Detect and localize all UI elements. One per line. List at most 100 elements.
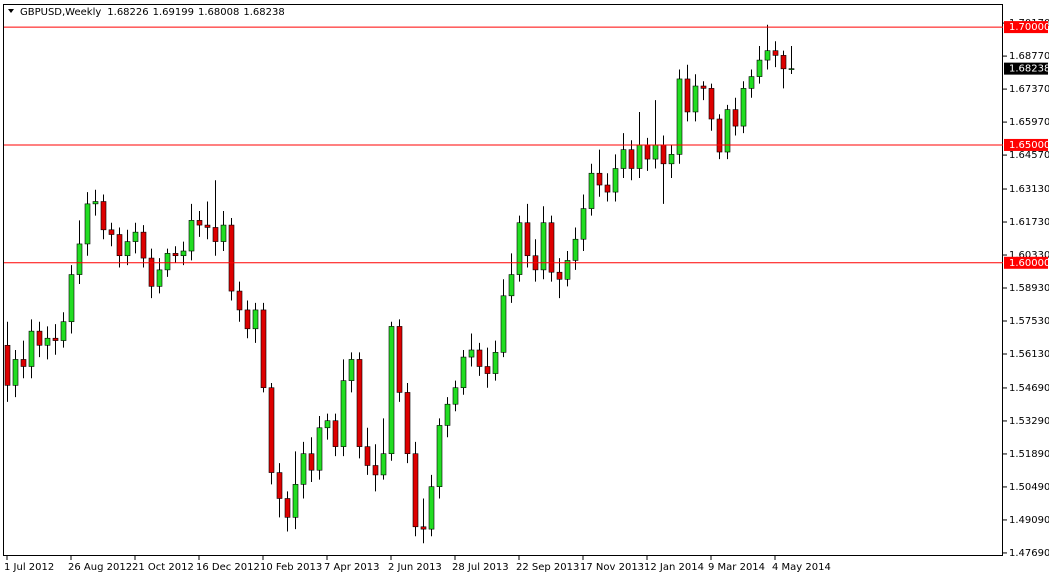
- level-label: 1.70000: [1009, 22, 1049, 33]
- candle-body: [108, 229, 115, 235]
- candle-body: [596, 172, 603, 186]
- chart-header: GBPUSD,Weekly 1.68226 1.69199 1.68008 1.6823…: [20, 7, 285, 18]
- candle-body: [700, 85, 707, 89]
- candle-body: [412, 453, 419, 528]
- header-low: 1.68008: [198, 7, 239, 18]
- candle-body: [372, 465, 379, 476]
- x-tick-label: 10 Feb 2013: [260, 562, 322, 573]
- candle-body: [100, 201, 107, 231]
- candle-body: [508, 274, 515, 297]
- candle-body: [148, 257, 155, 287]
- candle-body: [220, 224, 227, 242]
- candle-body: [356, 359, 363, 447]
- candle-body: [20, 359, 27, 367]
- y-tick-label: 1.54690: [1009, 383, 1049, 394]
- candle-body: [548, 222, 555, 273]
- last-price-label: 1.68238: [1009, 64, 1049, 75]
- candle-body: [252, 309, 259, 330]
- candle-body: [740, 88, 747, 127]
- candle-body: [524, 222, 531, 257]
- candle-body: [316, 427, 323, 471]
- candle-body: [660, 144, 667, 165]
- candle-body: [636, 144, 643, 169]
- candle-body: [164, 253, 171, 271]
- candle-body: [388, 326, 395, 455]
- candle-body: [180, 250, 187, 257]
- candle-body: [204, 224, 211, 228]
- y-tick-label: 1.56130: [1009, 349, 1049, 360]
- candle-body: [612, 168, 619, 193]
- y-tick-label: 1.68770: [1009, 51, 1049, 62]
- header-open: 1.68226: [107, 7, 148, 18]
- candle-body: [308, 453, 315, 471]
- y-tick-label: 1.67370: [1009, 84, 1049, 95]
- candle-body: [332, 420, 339, 447]
- candle-body: [628, 149, 635, 169]
- candle-body: [788, 68, 795, 70]
- candle-body: [44, 337, 51, 346]
- level-label: 1.65000: [1009, 140, 1049, 151]
- y-tick-label: 1.60330: [1009, 250, 1049, 261]
- candle-body: [572, 238, 579, 261]
- candle-body: [348, 359, 355, 381]
- header-close: 1.68238: [243, 7, 284, 18]
- candle-body: [756, 59, 763, 77]
- candle-body: [708, 88, 715, 120]
- candle-body: [652, 144, 659, 160]
- header-high: 1.69199: [153, 7, 194, 18]
- candle-body: [172, 253, 179, 257]
- candle-body: [268, 387, 275, 473]
- candle-body: [500, 295, 507, 353]
- candle-body: [12, 359, 19, 386]
- x-tick-label: 22 Sep 2013: [516, 562, 579, 573]
- x-tick-label: 9 Mar 2014: [708, 562, 765, 573]
- candle-body: [260, 309, 267, 389]
- candle-body: [92, 201, 99, 205]
- candle-body: [676, 78, 683, 155]
- x-tick-label: 26 Aug 2012: [68, 562, 132, 573]
- plot-frame: [3, 4, 1003, 556]
- candle-body: [276, 472, 283, 499]
- candle-body: [132, 231, 139, 242]
- x-tick-label: 4 May 2014: [772, 562, 831, 573]
- candle-body: [420, 526, 427, 530]
- x-tick-label: 28 Jul 2013: [452, 562, 509, 573]
- symbol: GBPUSD,Weekly: [20, 7, 101, 18]
- candle-body: [300, 453, 307, 485]
- y-tick-label: 1.50490: [1009, 482, 1049, 493]
- candle-body: [644, 144, 651, 160]
- candle-body: [604, 184, 611, 193]
- candle-body: [748, 76, 755, 89]
- candle-body: [620, 149, 627, 169]
- level-label-box: [1004, 138, 1048, 151]
- candle-body: [340, 380, 347, 447]
- candle-body: [716, 118, 723, 153]
- candle-body: [28, 330, 35, 367]
- candle-body: [36, 330, 43, 346]
- level-label-box: [1004, 256, 1048, 269]
- candle-body: [772, 50, 779, 56]
- y-tick-label: 1.61730: [1009, 217, 1049, 228]
- y-tick-label: 1.53290: [1009, 416, 1049, 427]
- candle-body: [364, 446, 371, 466]
- candle-body: [428, 486, 435, 530]
- candle-body: [588, 172, 595, 209]
- candle-body: [76, 243, 83, 275]
- candle-body: [60, 321, 67, 341]
- candle-body: [476, 349, 483, 367]
- candle-body: [668, 154, 675, 165]
- candle-body: [540, 222, 547, 271]
- candle-body: [156, 269, 163, 287]
- candle-body: [492, 352, 499, 374]
- candle-body: [780, 55, 787, 70]
- candle-body: [380, 453, 387, 476]
- y-tick-label: 1.57530: [1009, 316, 1049, 327]
- candle-body: [484, 366, 491, 374]
- candle-body: [140, 231, 147, 259]
- level-label: 1.60000: [1009, 258, 1049, 269]
- candle-body: [116, 234, 123, 257]
- candle-body: [324, 420, 331, 429]
- menu-arrow[interactable]: [8, 9, 14, 13]
